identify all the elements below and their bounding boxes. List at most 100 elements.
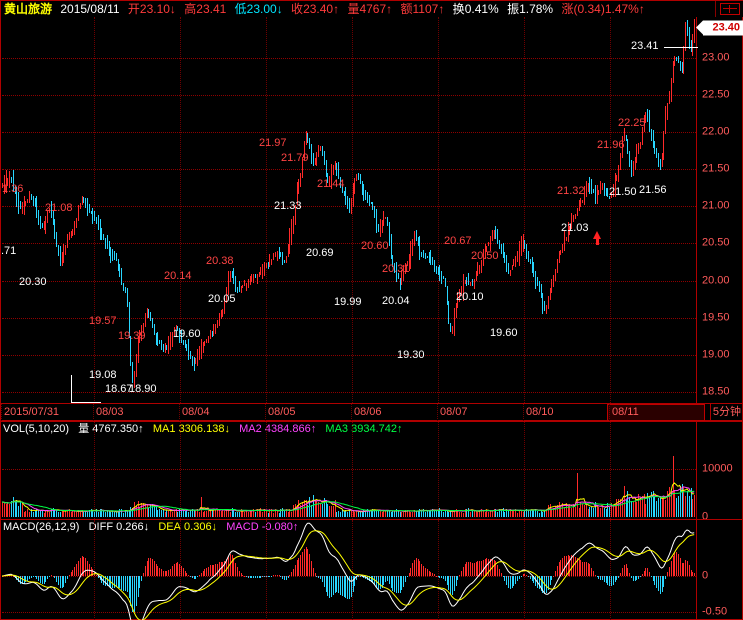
volume-bar — [403, 512, 404, 517]
macd-histogram-bar — [63, 576, 64, 587]
macd-histogram-bar — [611, 576, 612, 587]
price-tick: 20.00 — [702, 274, 730, 287]
macd-histogram-bar — [448, 576, 449, 591]
macd-histogram-bar — [584, 561, 585, 576]
volume-bar — [382, 512, 383, 517]
volume-bar — [692, 499, 693, 517]
candle — [188, 339, 189, 361]
candle — [542, 292, 543, 314]
candle — [410, 241, 411, 270]
candle — [448, 300, 449, 324]
candle — [185, 340, 186, 349]
volume-bar — [663, 495, 664, 517]
macd-histogram-bar — [398, 576, 399, 594]
period-label[interactable]: 5分钟 — [709, 404, 743, 421]
volume-bar — [519, 510, 520, 517]
volume-bar — [327, 503, 328, 517]
candle — [456, 302, 457, 318]
price-gridline — [2, 57, 696, 59]
macd-histogram-bar — [629, 573, 630, 576]
candle — [25, 201, 26, 207]
candle — [242, 285, 243, 288]
macd-histogram-bar — [141, 576, 142, 581]
candle — [127, 288, 128, 307]
volume-bar — [541, 510, 542, 517]
low-value: 23.00↓ — [246, 2, 283, 16]
volume-indicator-title: VOL(5,10,20) — [3, 423, 70, 435]
macd-histogram-bar — [183, 568, 184, 576]
volume-bar — [20, 500, 21, 517]
candle — [241, 286, 242, 294]
candle — [324, 151, 325, 165]
macd-histogram-bar — [499, 569, 500, 576]
macd-histogram-bar — [62, 576, 63, 589]
macd-histogram-bar — [241, 573, 242, 576]
macd-histogram-bar — [560, 559, 561, 576]
volume-plot-area[interactable] — [2, 422, 696, 519]
candle — [150, 311, 151, 322]
macd-histogram-bar — [136, 576, 137, 607]
candle — [506, 255, 507, 272]
candle — [678, 55, 679, 64]
volume-bar — [629, 496, 630, 517]
candle — [201, 339, 202, 359]
volume-bar — [674, 489, 675, 517]
price-plot-area[interactable] — [2, 17, 696, 403]
macd-histogram-bar — [150, 557, 151, 576]
candle — [156, 333, 157, 345]
macd-histogram-bar — [239, 570, 240, 576]
volume-bar — [579, 508, 580, 517]
candle — [606, 188, 607, 197]
candle — [416, 229, 417, 241]
macd-histogram-bar — [273, 575, 274, 577]
selected-date-highlight[interactable] — [607, 404, 705, 421]
volume-bar — [391, 511, 392, 517]
macd-lines — [2, 522, 695, 620]
volume-bar — [521, 509, 522, 517]
macd-plot-area[interactable] — [2, 520, 696, 620]
macd-histogram-bar — [490, 558, 491, 576]
macd-histogram-bar — [541, 576, 542, 592]
macd-histogram-bar — [512, 576, 513, 588]
price-annotation: 21.08 — [45, 202, 73, 214]
candle — [129, 302, 130, 338]
candle — [268, 261, 269, 269]
window-restore-icon[interactable] — [720, 3, 740, 15]
candle — [503, 243, 504, 258]
candle — [181, 329, 182, 343]
volume-bar — [174, 510, 175, 517]
candle — [580, 197, 581, 208]
price-panel: 23.40 23.00 22.50 22.00 21.50 21.00 20.50 20.0… — [1, 17, 743, 403]
price-annotation: 18.67 — [105, 383, 133, 395]
candle — [82, 196, 83, 205]
volume-bar — [311, 504, 312, 517]
candle — [215, 324, 216, 335]
candle — [203, 342, 204, 354]
candle — [16, 187, 17, 207]
candle — [259, 271, 260, 277]
volume-bar — [658, 498, 659, 517]
candle — [65, 244, 66, 255]
macd-histogram-bar — [627, 568, 628, 576]
volume-bar — [47, 509, 48, 517]
volume-label: 量 — [347, 2, 360, 16]
volume-bar — [318, 501, 319, 517]
volume-bar — [515, 508, 516, 517]
price-annotation: 20.31 — [382, 263, 410, 275]
macd-histogram-bar — [569, 555, 570, 576]
volume-bar — [222, 510, 223, 517]
macd-histogram-bar — [145, 566, 146, 576]
macd-histogram-bar — [568, 555, 569, 576]
macd-histogram-bar — [148, 558, 149, 576]
candle — [54, 219, 55, 239]
volume-bar — [374, 509, 375, 517]
candle — [604, 183, 605, 197]
volume-bar — [336, 511, 337, 517]
candle — [465, 280, 466, 285]
macd-histogram-bar — [683, 562, 684, 576]
date-separator — [523, 404, 524, 421]
macd-histogram-bar — [602, 576, 603, 581]
price-annotation: 19.08 — [89, 369, 117, 381]
candle — [44, 220, 45, 231]
volume-bar — [683, 487, 684, 517]
